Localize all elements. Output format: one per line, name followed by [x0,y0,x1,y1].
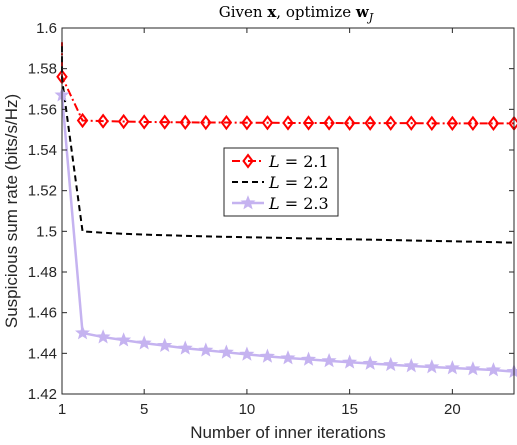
y-tick-label: 1.44 [28,345,57,362]
data-point [426,115,438,132]
data-point [301,351,317,366]
legend: L = 2.1L = 2.2L = 2.3 [223,147,339,217]
legend-entry-1: L = 2.1 [232,152,329,171]
data-point [75,325,91,340]
legend-entry-3: L = 2.3 [232,194,329,213]
title-mid: , optimize [276,3,356,21]
data-point [282,115,294,131]
axes: 1 5 10 15 201.421.441.461.481.51.521.541.561… [28,20,515,418]
x-tick-label: 10 [239,401,256,418]
data-point [177,340,193,355]
data-point [405,115,418,131]
data-point [323,115,335,131]
data-point [446,115,459,132]
y-tick-label: 1.42 [28,386,57,403]
data-point [364,115,376,131]
legend-label: L = 2.2 [268,173,329,192]
title-w-symbol: w [355,3,370,21]
data-point [218,344,234,359]
data-point [280,350,296,365]
data-point [383,356,399,372]
legend-label-value: = 2.1 [280,152,329,171]
y-axis-label: Suspicious sum rate (bits/s/Hz) [2,94,21,328]
legend-label-symbol: L [268,194,280,213]
x-tick-label: 1 [58,401,66,418]
y-tick-label: 1.46 [28,305,57,322]
x-axis-label: Number of inner iterations [190,423,386,442]
data-point [241,115,253,131]
y-tick-label: 1.54 [28,142,57,159]
data-point [343,115,356,131]
y-tick-label: 1.48 [28,264,57,281]
data-point [117,113,130,130]
data-point [302,115,315,131]
data-point [444,360,460,375]
plot-frame [61,27,515,395]
data-point [485,362,501,377]
legend-label: L = 2.3 [268,194,329,213]
data-point [362,355,378,370]
title-x-symbol: x [267,3,277,21]
x-tick-label: 5 [140,401,148,418]
data-point [158,114,171,130]
data-point [321,352,337,368]
data-point [157,337,173,352]
title-prefix: Given [219,3,268,21]
data-point [261,115,274,131]
data-point [200,114,212,131]
legend-label: L = 2.1 [268,152,329,171]
data-point [342,354,358,369]
y-tick-label: 1.56 [28,101,57,118]
data-point [179,114,192,131]
series-2 [61,46,515,244]
data-point [487,115,500,132]
y-tick-label: 1.58 [28,61,57,78]
legend-label-symbol: L [268,173,280,192]
legend-marker [240,195,256,210]
data-point [198,342,214,357]
legend-marker [242,153,254,169]
data-point [424,359,440,374]
data-point [116,332,132,347]
series-3 [54,87,517,379]
series-1 [56,42,517,132]
data-point [259,348,275,363]
data-point [97,113,109,129]
data-point [467,115,479,132]
data-point [138,114,150,130]
data-point [384,115,397,131]
y-tick-label: 1.5 [36,223,57,240]
data-point [220,114,233,131]
y-tick-label: 1.6 [36,20,57,37]
data-point [465,361,481,376]
legend-label-value: = 2.2 [280,173,329,192]
legend-entry-2: L = 2.2 [232,173,329,192]
chart-title: Given x, optimize wJ [219,3,374,24]
data-point [76,112,89,129]
series-line-2 [61,46,515,244]
x-tick-label: 20 [444,401,461,418]
x-tick-label: 15 [341,401,358,418]
legend-label-symbol: L [268,152,280,171]
data-point [239,346,255,361]
legend-label-value: = 2.3 [280,194,329,213]
title-subscript: J [367,11,374,24]
data-point [403,358,419,373]
chart-marks [54,42,517,379]
data-point [136,335,152,350]
data-point [95,329,111,344]
y-tick-label: 1.52 [28,183,57,200]
